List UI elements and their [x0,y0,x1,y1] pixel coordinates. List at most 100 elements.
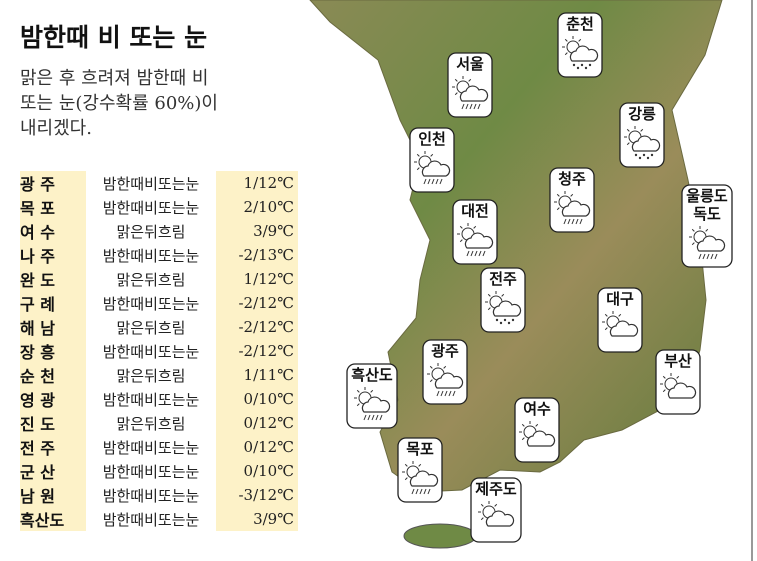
snow [512,319,514,321]
city-marker: 목포 [398,438,442,502]
city: 해 남 [20,315,86,339]
temperature: 2/10℃ [216,195,298,219]
table-row: 흑산도밤한때비또는눈3/9℃ [20,507,298,531]
city-marker: 춘천 [558,13,602,77]
temperature: 0/12℃ [216,411,298,435]
city-label: 부산 [664,352,692,370]
city-marker: 흑산도 [347,364,397,428]
temperature: 0/10℃ [216,387,298,411]
temperature: -2/12℃ [216,315,298,339]
table-row: 영 광밤한때비또는눈0/10℃ [20,387,298,411]
city-marker: 인천 [410,128,454,192]
city-marker: 대구 [598,288,642,352]
city-label: 청주 [558,170,586,188]
weather: 맑은뒤흐림 [86,411,216,435]
snow [585,67,587,69]
temperature: 1/12℃ [216,171,298,195]
city-label: 제주도 [475,480,517,498]
city: 진 도 [20,411,86,435]
description-line: 또는 눈(강수확률 60%)이 [20,91,218,116]
temperature: 3/9℃ [216,507,298,531]
temperature: -2/12℃ [216,291,298,315]
city: 흑산도 [20,507,86,531]
snow [496,319,498,321]
weather: 밤한때비또는눈 [86,291,216,315]
table-row: 목 포밤한때비또는눈2/10℃ [20,195,298,219]
city-label: 춘천 [566,15,594,33]
weather: 밤한때비또는눈 [86,435,216,459]
city-label: 대구 [606,290,634,308]
snow [651,154,653,156]
city: 전 주 [20,435,86,459]
city-label: 울릉도 [686,187,728,205]
jeju-island [404,524,476,548]
weather: 밤한때비또는눈 [86,387,216,411]
city-marker: 여수 [515,398,559,462]
weather: 밤한때비또는눈 [86,483,216,507]
weather-page: 춘천서울강릉인천청주울릉도독도 대전전주 대구광주흑산도 부산여수목포제주도 밤한때 … [0,0,757,561]
city-label: 서울 [456,55,484,73]
title: 밤한때 비 또는 눈 [20,18,207,54]
snow [500,322,502,324]
table-row: 완 도맑은뒤흐림1/12℃ [20,267,298,291]
weather: 맑은뒤흐림 [86,219,216,243]
city-label: 여수 [523,400,551,418]
city: 장 흥 [20,339,86,363]
city-marker: 전주 [481,268,525,332]
weather: 밤한때비또는눈 [86,507,216,531]
city: 목 포 [20,195,86,219]
table-row: 순 천맑은뒤흐림1/11℃ [20,363,298,387]
temperature: 1/12℃ [216,267,298,291]
weather: 밤한때비또는눈 [86,171,216,195]
city-label: 목포 [406,440,434,458]
city-label: 광주 [431,342,459,360]
weather: 밤한때비또는눈 [86,243,216,267]
forecast-table: 광 주밤한때비또는눈1/12℃목 포밤한때비또는눈2/10℃여 수맑은뒤흐림3/… [20,171,298,531]
weather: 맑은뒤흐림 [86,363,216,387]
description-line: 맑은 후 흐려져 밤한때 비 [20,66,218,91]
weather: 밤한때비또는눈 [86,339,216,363]
snow [643,154,645,156]
weather: 밤한때비또는눈 [86,459,216,483]
table-row: 해 남맑은뒤흐림-2/12℃ [20,315,298,339]
city-marker: 강릉 [620,103,664,167]
city-marker: 청주 [550,168,594,232]
snow [647,157,649,159]
table-row: 진 도맑은뒤흐림0/12℃ [20,411,298,435]
city-marker: 광주 [423,340,467,404]
snow [573,64,575,66]
city-marker: 부산 [656,350,700,414]
snow [639,157,641,159]
temperature: -2/13℃ [216,243,298,267]
temperature: -3/12℃ [216,483,298,507]
city-label: 독도 [693,205,721,223]
temperature: -2/12℃ [216,339,298,363]
city: 완 도 [20,267,86,291]
city: 구 례 [20,291,86,315]
snow [635,154,637,156]
city-marker: 제주도 [471,478,521,542]
city-marker: 대전 [453,200,497,264]
temperature: 1/11℃ [216,363,298,387]
city-marker: 서울 [448,53,492,117]
city: 영 광 [20,387,86,411]
city-label: 흑산도 [351,366,393,384]
city-label: 강릉 [628,105,656,123]
snow [504,319,506,321]
snow [577,67,579,69]
city-label: 대전 [461,202,489,220]
city-label: 인천 [418,130,446,148]
table-row: 전 주밤한때비또는눈0/12℃ [20,435,298,459]
city: 여 수 [20,219,86,243]
city: 순 천 [20,363,86,387]
table-row: 여 수맑은뒤흐림3/9℃ [20,219,298,243]
temperature: 3/9℃ [216,219,298,243]
